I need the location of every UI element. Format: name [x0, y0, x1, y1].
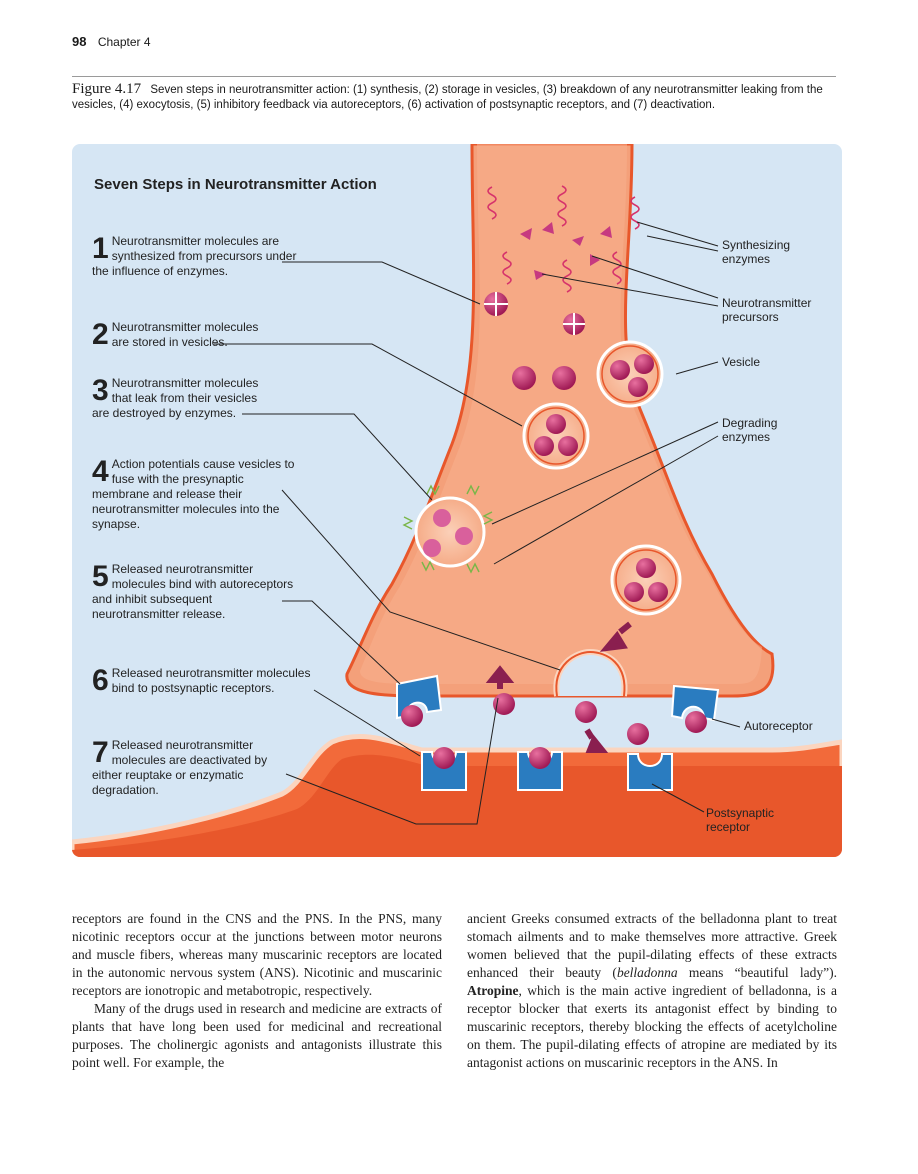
page-number: 98	[72, 34, 87, 49]
neurotransmitter-figure: Seven Steps in Neurotransmitter Action 1…	[72, 144, 842, 857]
autoreceptor	[396, 674, 443, 727]
autoreceptor	[670, 684, 720, 733]
step-number: 4	[92, 455, 109, 488]
step-5: 5 Released neurotransmitter molecules bi…	[92, 562, 297, 622]
paragraph: receptors are found in the CNS and the P…	[72, 911, 442, 998]
figure-label: Figure 4.17	[72, 81, 142, 97]
synthesizing-enzymes	[487, 185, 640, 293]
label-postsynaptic-receptor: Postsynaptic receptor	[706, 806, 775, 834]
postsynaptic-receptor	[627, 753, 673, 791]
paragraph: ancient Greeks consumed extracts of the …	[467, 910, 837, 1072]
vesicle	[522, 402, 590, 470]
label-vesicle: Vesicle	[722, 355, 761, 369]
step-6: 6 Released neurotransmitter molecules bi…	[92, 666, 312, 696]
step-1: 1 Neurotransmitter molecules are synthes…	[92, 234, 307, 279]
step-text: Released neurotransmitter molecules bind…	[92, 562, 294, 621]
bold-term: Atropine	[467, 983, 519, 998]
neurotransmitter-precursors	[520, 222, 612, 280]
step-text: Neurotransmitter molecules are synthesiz…	[92, 234, 297, 278]
step-3: 3 Neurotransmitter molecules that leak f…	[92, 376, 267, 421]
step-7: 7 Released neurotransmitter molecules ar…	[92, 738, 297, 798]
release-arrow	[599, 621, 632, 652]
page-header: 98 Chapter 4	[72, 34, 151, 49]
text-run: , which is the main active ingredient of…	[467, 983, 837, 1070]
step-text: Neurotransmitter molecules that leak fro…	[92, 376, 259, 420]
step-number: 5	[92, 560, 109, 593]
vesicle	[596, 340, 664, 408]
header-rule	[72, 76, 836, 77]
postsynaptic-receptor	[421, 747, 467, 791]
synthesized-molecules	[484, 292, 585, 335]
vesicle	[610, 544, 682, 616]
step-number: 2	[92, 318, 109, 351]
step-number: 7	[92, 736, 109, 769]
molecule	[493, 693, 515, 715]
leaking-vesicle	[402, 484, 494, 574]
molecule	[552, 366, 576, 390]
step-4: 4 Action potentials cause vesicles to fu…	[92, 457, 297, 532]
postsynaptic-receptor	[517, 747, 563, 791]
italic-term: belladonna	[616, 965, 678, 980]
step-text: Neurotransmitter molecules are stored in…	[111, 320, 259, 349]
paragraph: Many of the drugs used in research and m…	[72, 1001, 442, 1070]
step-text: Released neurotransmitter molecules are …	[92, 738, 268, 797]
text-run: means “beautiful lady”).	[677, 965, 837, 980]
exocytosis-vesicle	[553, 648, 628, 697]
label-precursors: Neurotransmitter precursors	[722, 296, 812, 324]
feedback-arrow	[485, 665, 515, 689]
step-2: 2 Neurotransmitter molecules are stored …	[92, 320, 267, 350]
synapse-diagram	[72, 144, 842, 857]
step-text: Released neurotransmitter molecules bind…	[111, 666, 311, 695]
figure-title: Seven Steps in Neurotransmitter Action	[94, 176, 377, 193]
reuptake-arrow	[584, 728, 609, 753]
label-degrading-enzymes: Degrading enzymes	[722, 416, 778, 444]
text-run: ancient Greeks consumed extracts of the …	[467, 911, 837, 980]
degrading-enzymes	[402, 484, 494, 574]
leader-lines	[214, 221, 741, 825]
step-number: 3	[92, 374, 109, 407]
molecule	[512, 366, 536, 390]
molecule	[575, 701, 597, 723]
figure-caption: Figure 4.17 Seven steps in neurotransmit…	[72, 82, 836, 113]
label-autoreceptor: Autoreceptor	[744, 719, 813, 733]
label-synthesizing-enzymes: Synthesizing enzymes	[722, 238, 791, 266]
body-left-column: receptors are found in the CNS and the P…	[72, 910, 442, 1072]
body-right-column: ancient Greeks consumed extracts of the …	[467, 910, 837, 1072]
caption-text: Seven steps in neurotransmitter action: …	[72, 84, 823, 111]
step-number: 6	[92, 664, 109, 697]
chapter-label: Chapter 4	[97, 35, 151, 49]
step-text: Action potentials cause vesicles to fuse…	[92, 457, 295, 531]
step-number: 1	[92, 232, 109, 265]
molecule	[627, 723, 649, 745]
